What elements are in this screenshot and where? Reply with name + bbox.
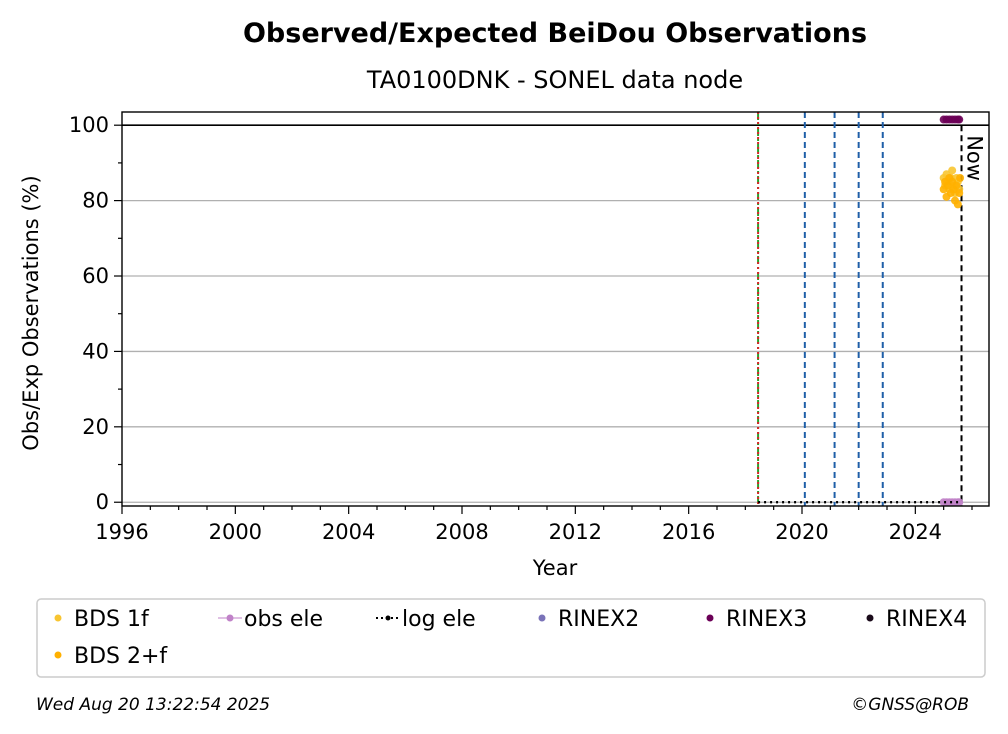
point-bds-2-f [953,200,962,209]
y-tick-label: 60 [82,264,109,288]
x-tick-label: 2004 [322,520,375,544]
y-tick-label: 20 [82,415,109,439]
footer-credit: ©GNSS@ROB [851,695,969,715]
x-tick-label: 2012 [549,520,602,544]
legend-marker-rinex2 [538,614,546,622]
point-bds-1f [948,166,957,175]
y-tick-label: 40 [82,339,109,363]
legend-label-bds-2-f: BDS 2+f [74,644,168,669]
now-label: Now [963,135,987,181]
chart-subtitle: TA0100DNK - SONEL data node [366,66,743,94]
legend-label-rinex2: RINEX2 [558,607,639,632]
x-tick-label: 2008 [435,520,488,544]
footer-timestamp: Wed Aug 20 13:22:54 2025 [36,695,270,715]
legend-label-log-ele: log ele [402,607,476,632]
y-tick-label: 0 [96,490,109,514]
point-bds-2-f [956,173,965,182]
point-obs-ele [955,498,964,507]
grid-lines [122,124,989,503]
legend-label-rinex3: RINEX3 [726,607,807,632]
data-points [758,115,965,507]
axes: 1996 2000 2004 2008 2012 2016 2020 2024 0 20 40 60 8… [69,111,990,544]
legend-marker-bds-2-f [54,651,62,659]
legend-label-obs-ele: obs ele [244,607,323,632]
x-tick-label: 2016 [662,520,715,544]
legend-frame [36,598,986,678]
legend-marker-rinex4 [866,614,874,622]
x-tick-label: 2020 [775,520,828,544]
y-tick-label: 100 [69,113,109,137]
legend-label-rinex4: RINEX4 [886,607,967,632]
legend-marker-log-ele [385,615,391,621]
event-lines [757,112,963,506]
point-bds-2-f [955,189,964,198]
x-tick-label: 1996 [95,520,148,544]
point-rinex3 [955,115,964,124]
x-tick-label: 2000 [209,520,262,544]
x-tick-label: 2024 [889,520,942,544]
point-bds-2-f [952,181,961,190]
legend-marker-rinex3 [706,614,714,622]
plot-frame [121,111,990,507]
legend-label-bds-1f: BDS 1f [74,607,150,632]
x-axis-label: Year [532,556,578,580]
legend-marker-obs-ele [226,614,234,622]
legend-marker-bds-1f [54,614,62,622]
chart-title: Observed/Expected BeiDou Observations [243,18,867,49]
legend: BDS 1f obs ele log ele RINEX2 RINEX3 RINEX4 BD… [36,598,986,678]
y-axis-label: Obs/Exp Observations (%) [19,175,43,450]
y-tick-label: 80 [82,189,109,213]
